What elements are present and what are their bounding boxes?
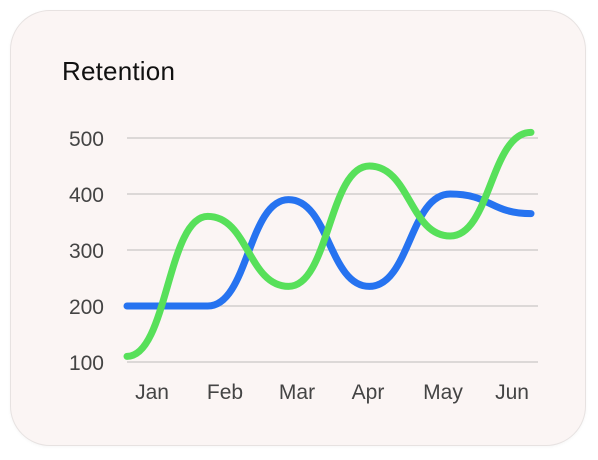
x-tick-label: Apr [352,381,385,404]
y-tick-label: 300 [69,240,104,263]
y-tick-label: 500 [69,128,104,151]
x-axis: Jan Feb Mar Apr May Jun [135,381,529,404]
chart-card [10,10,586,446]
chart-title: Retention [62,56,176,86]
x-tick-label: May [423,381,463,404]
y-axis: 100 200 300 400 500 [69,128,104,375]
series-layer [123,128,535,360]
y-tick-label: 400 [69,184,104,207]
y-tick-label: 200 [69,296,104,319]
x-tick-label: Mar [279,381,315,404]
x-tick-label: Jun [495,381,529,404]
x-tick-label: Jan [135,381,169,404]
x-tick-label: Feb [207,381,243,404]
series-line-2 [123,128,535,360]
series-line-1 [123,190,535,310]
y-tick-label: 100 [69,352,104,375]
